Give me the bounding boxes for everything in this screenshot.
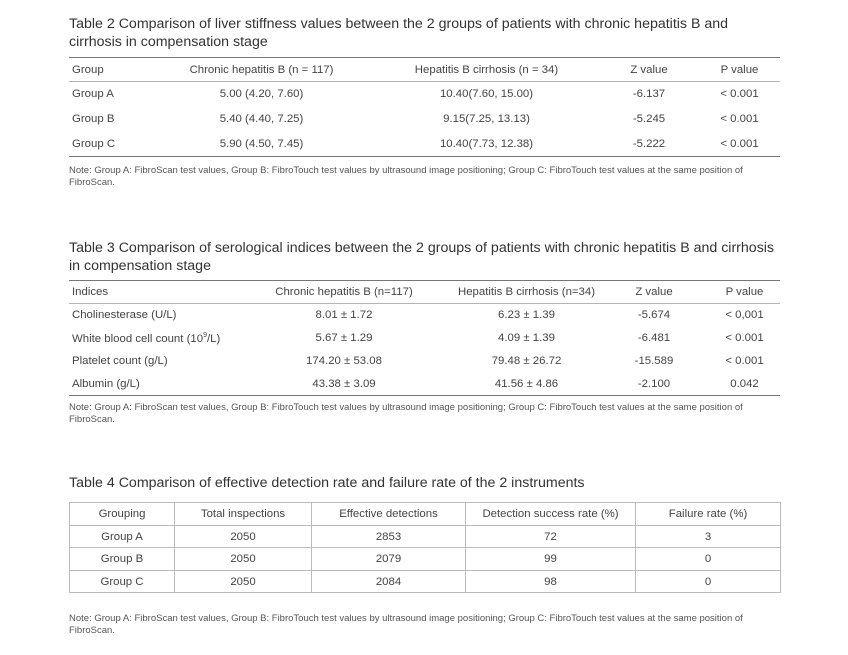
table-cell: White blood cell count (109/L): [69, 327, 234, 350]
wbc-label: White blood cell count (10: [72, 332, 204, 345]
table-cell: Group C: [69, 570, 175, 593]
table-cell: 99: [465, 547, 636, 571]
table-cell: Group C: [72, 137, 116, 150]
table-cell: Group B: [72, 113, 115, 125]
table-cell: 0.042: [730, 377, 759, 390]
table-cell: Group A: [72, 88, 114, 101]
table-cell: 41.56 ± 4.86: [494, 377, 559, 390]
table-cell: -15.589: [634, 355, 674, 367]
table-row: Platelet count (g/L) 174.20 ± 53.08 79.4…: [69, 350, 780, 373]
table-cell: -5.222: [632, 137, 666, 150]
table-cell: 2084: [311, 570, 466, 593]
table3-section: Table 3 Comparison of serological indice…: [69, 239, 780, 275]
column-header: Grouping: [69, 502, 175, 526]
column-header: Total inspections: [174, 502, 312, 526]
table-cell: 43.38 ± 3.09: [312, 377, 376, 390]
table3: Indices Chronic hepatitis B (n=117) Hepa…: [69, 280, 780, 396]
column-header: Effective detections: [311, 502, 466, 526]
column-header: Z value: [630, 63, 668, 76]
table4-header-row: Grouping Total inspections Effective det…: [69, 502, 781, 526]
table-row: Group B 2050 2079 99 0: [69, 547, 781, 571]
table-cell: < 0.001: [725, 355, 764, 367]
table4-note: Note: Group A: FibroScan test values, Gr…: [69, 613, 743, 636]
column-header: Hepatitis B cirrhosis (n = 34): [414, 63, 559, 76]
table-cell: -6.137: [632, 88, 666, 101]
column-header: P value: [720, 63, 759, 76]
table-cell: < 0.001: [725, 332, 764, 344]
column-header: Chronic hepatitis B (n = 117): [189, 63, 334, 76]
table2-header-row: Group Chronic hepatitis B (n = 117) Hepa…: [69, 57, 780, 82]
table4: Grouping Total inspections Effective det…: [69, 502, 781, 593]
table-cell: 174.20 ± 53.08: [306, 355, 382, 367]
table3-note: Note: Group A: FibroScan test values, Gr…: [69, 402, 743, 425]
table-cell: < 0.001: [720, 113, 759, 125]
table-cell: -2.100: [637, 377, 671, 390]
table-cell: Platelet count (g/L): [72, 355, 168, 367]
table-cell: 72: [465, 525, 636, 548]
table-row: Group C 2050 2084 98 0: [69, 570, 781, 593]
table-cell: 5.90 (4.50, 7.45): [219, 137, 304, 150]
table3-wrapper: Indices Chronic hepatitis B (n=117) Hepa…: [69, 280, 780, 396]
table4-note-block: Note: Group A: FibroScan test values, Gr…: [69, 613, 780, 636]
column-header: Chronic hepatitis B (n=117): [275, 286, 413, 298]
table-row: Group A 5.00 (4.20, 7.60) 10.40(7.60, 15…: [69, 82, 780, 107]
column-header: Failure rate (%): [635, 502, 781, 526]
table2-note-block: Note: Group A: FibroScan test values, Gr…: [69, 165, 780, 188]
column-header: Group: [72, 63, 104, 76]
table-cell: 2050: [174, 547, 312, 571]
table-cell: 9.15(7.25, 13.13): [443, 113, 530, 125]
wbc-superscript: 9: [203, 331, 207, 339]
table2: Group Chronic hepatitis B (n = 117) Hepa…: [69, 57, 780, 157]
table2-caption: Table 2 Comparison of liver stiffness va…: [69, 16, 729, 50]
column-header: P value: [725, 286, 764, 298]
column-header: Detection success rate (%): [465, 502, 636, 526]
table-cell: Cholinesterase (U/L): [72, 309, 177, 322]
table-cell: -5.245: [632, 113, 666, 125]
table-cell: 10.40(7.73, 12.38): [439, 137, 534, 150]
table2-wrapper: Group Chronic hepatitis B (n = 117) Hepa…: [69, 57, 780, 157]
table-cell: 10.40(7.60, 15.00): [439, 88, 534, 101]
table4-section: Table 4 Comparison of effective detectio…: [69, 474, 780, 492]
table2-section: Table 2 Comparison of liver stiffness va…: [69, 15, 780, 51]
table-row: Group A 2050 2853 72 3: [69, 525, 781, 548]
table-cell: 5.40 (4.40, 7.25): [219, 113, 304, 125]
table-row: Albumin (g/L) 43.38 ± 3.09 41.56 ± 4.86 …: [69, 373, 780, 396]
column-header: Hepatitis B cirrhosis (n=34): [457, 286, 596, 298]
table-cell: 8.01 ± 1.72: [315, 309, 373, 322]
table-cell: 2079: [311, 547, 466, 571]
table-cell: Group A: [69, 525, 175, 548]
table-cell: -5.674: [637, 309, 671, 322]
table4-caption: Table 4 Comparison of effective detectio…: [69, 475, 585, 491]
table-cell: 2050: [174, 570, 312, 593]
table-cell: 5.67 ± 1.29: [315, 332, 373, 344]
table-cell: < 0.001: [720, 88, 759, 101]
table-row: Group B 5.40 (4.40, 7.25) 9.15(7.25, 13.…: [69, 107, 780, 132]
table-cell: < 0,001: [725, 309, 764, 322]
table-cell: 2050: [174, 525, 312, 548]
column-header: Z value: [635, 286, 673, 298]
table4-wrapper: Grouping Total inspections Effective det…: [69, 502, 781, 593]
table-cell: 4.09 ± 1.39: [498, 332, 555, 344]
table-cell: Group B: [69, 547, 175, 571]
column-header: Indices: [72, 286, 109, 298]
table3-caption: Table 3 Comparison of serological indice…: [69, 240, 775, 274]
table2-note: Note: Group A: FibroScan test values, Gr…: [69, 165, 743, 188]
wbc-unit-suffix: /L): [206, 332, 221, 345]
table-cell: Albumin (g/L): [72, 377, 140, 390]
table-cell: 0: [635, 570, 781, 593]
table-row: Group C 5.90 (4.50, 7.45) 10.40(7.73, 12…: [69, 132, 780, 157]
table-cell: 0: [635, 547, 781, 571]
table-cell: -6.481: [637, 332, 671, 344]
table3-header-row: Indices Chronic hepatitis B (n=117) Hepa…: [69, 280, 780, 304]
table3-note-block: Note: Group A: FibroScan test values, Gr…: [69, 402, 780, 425]
table-cell: 98: [465, 570, 636, 593]
table-cell: 6.23 ± 1.39: [498, 309, 555, 322]
table-cell: 79.48 ± 26.72: [491, 355, 562, 367]
table-cell: 5.00 (4.20, 7.60): [219, 88, 304, 101]
table-cell: 2853: [311, 525, 466, 548]
table-cell: < 0.001: [720, 137, 759, 150]
table-row: Cholinesterase (U/L) 8.01 ± 1.72 6.23 ± …: [69, 304, 780, 327]
table-cell: 3: [635, 525, 781, 548]
table-row: White blood cell count (109/L) 5.67 ± 1.…: [69, 327, 780, 350]
